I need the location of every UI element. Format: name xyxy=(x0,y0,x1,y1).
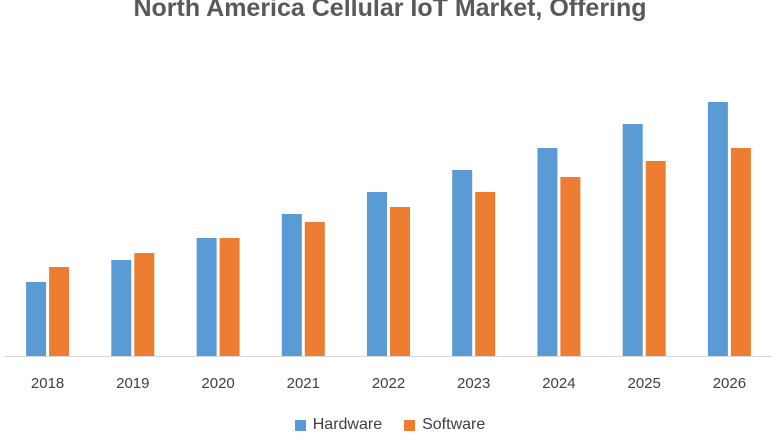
bar-hardware-2020 xyxy=(196,238,217,356)
x-tick-label-2022: 2022 xyxy=(372,375,405,392)
bar-hardware-2021 xyxy=(281,214,302,356)
bar-software-2026 xyxy=(730,148,751,356)
bar-chart: 2018 2019 2020 2021 2022 2023 2024 2025 2026 xyxy=(5,102,772,392)
bar-hardware-2025 xyxy=(622,124,643,356)
bar-software-2021 xyxy=(304,222,325,356)
bar-hardware-2023 xyxy=(452,170,473,356)
bar-software-2020 xyxy=(219,238,240,356)
bar-software-2024 xyxy=(560,177,581,356)
x-tick-label-2021: 2021 xyxy=(287,375,320,392)
x-tick-label-2019: 2019 xyxy=(116,375,149,392)
bars-group xyxy=(26,102,751,356)
bar-hardware-2019 xyxy=(111,260,132,356)
x-tick-label-2025: 2025 xyxy=(628,375,661,392)
legend: Hardware Software xyxy=(0,416,780,434)
legend-item-software: Software xyxy=(404,416,485,434)
bar-software-2018 xyxy=(49,267,70,356)
bar-hardware-2022 xyxy=(367,192,387,356)
bar-software-2023 xyxy=(475,192,496,356)
x-tick-label-2024: 2024 xyxy=(542,375,575,392)
chart-title: North America Cellular IoT Market, Offer… xyxy=(133,0,647,22)
bar-software-2022 xyxy=(390,207,410,356)
x-tick-label-2020: 2020 xyxy=(201,375,234,392)
legend-swatch-software xyxy=(404,419,416,431)
bar-software-2025 xyxy=(645,161,666,356)
bar-hardware-2024 xyxy=(537,148,558,356)
bar-software-2019 xyxy=(134,253,155,356)
legend-item-hardware: Hardware xyxy=(294,416,383,434)
legend-label-software: Software xyxy=(422,416,486,433)
legend-label-hardware: Hardware xyxy=(312,416,383,433)
x-tick-labels: 2018 2019 2020 2021 2022 2023 2024 2025 2026 xyxy=(31,375,746,392)
bar-hardware-2026 xyxy=(707,102,728,356)
x-tick-label-2023: 2023 xyxy=(457,375,490,392)
bar-hardware-2018 xyxy=(26,282,47,356)
x-tick-label-2026: 2026 xyxy=(713,375,746,392)
legend-swatch-hardware xyxy=(294,419,306,431)
x-tick-label-2018: 2018 xyxy=(31,375,64,392)
